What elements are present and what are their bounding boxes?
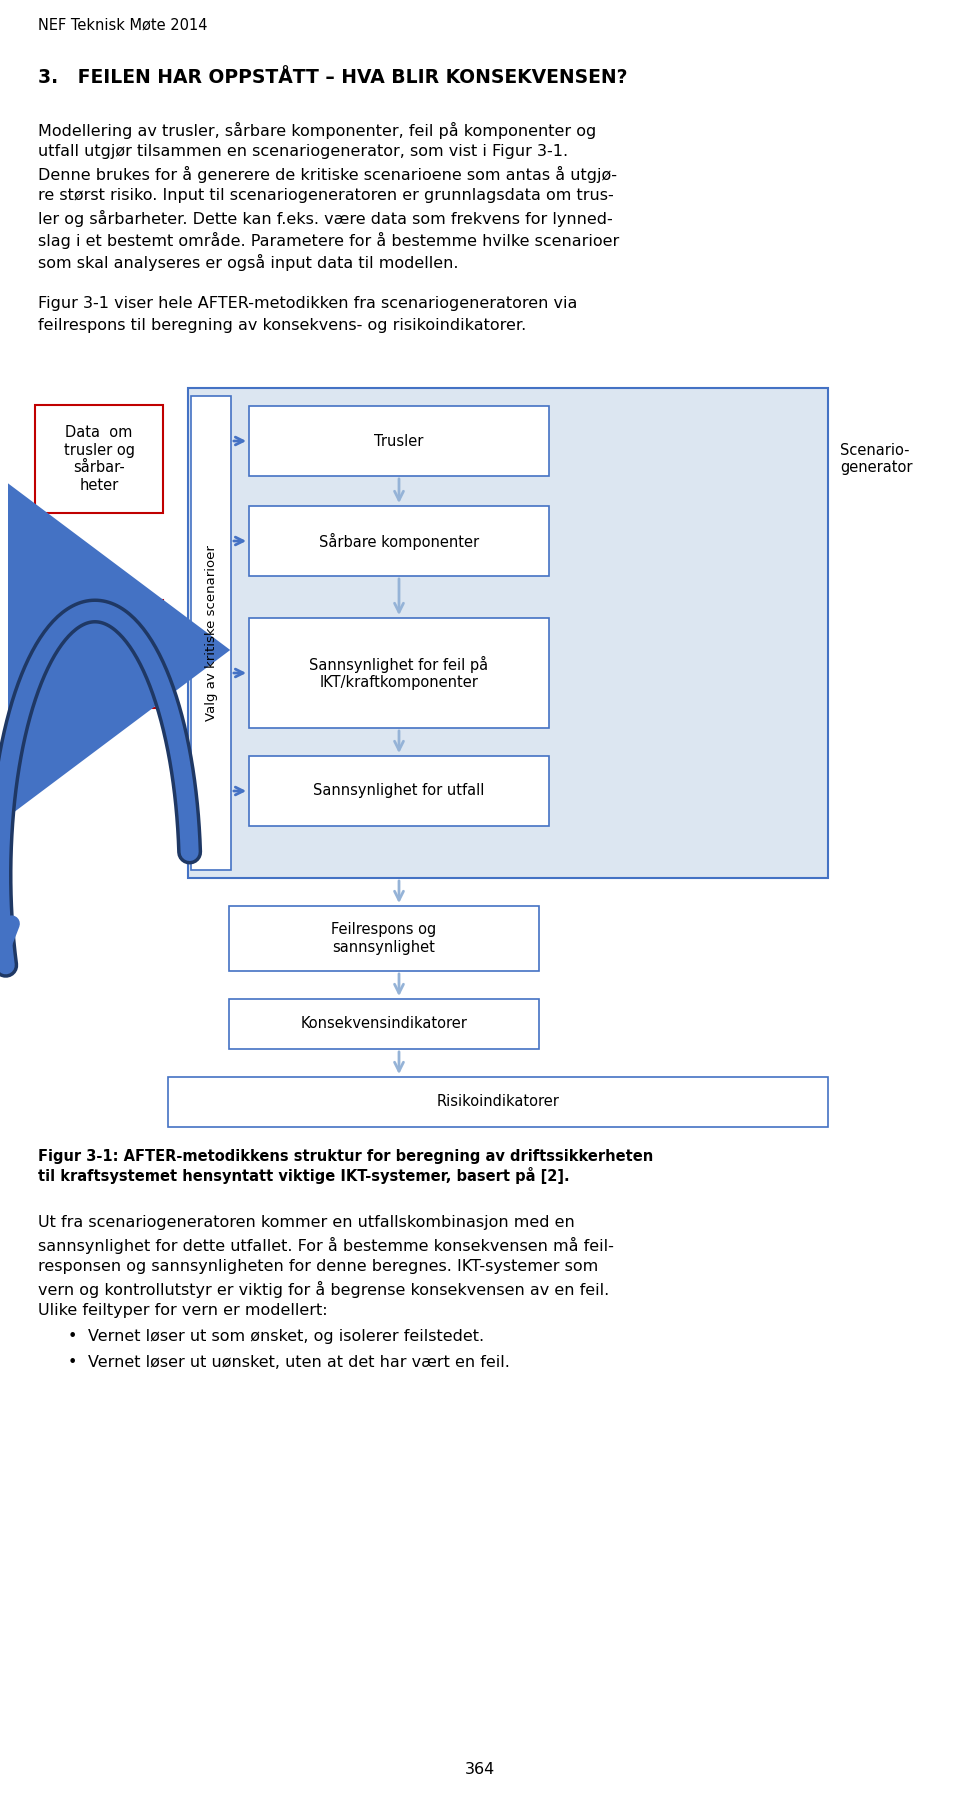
Text: Ulike feiltyper for vern er modellert:: Ulike feiltyper for vern er modellert: — [38, 1304, 327, 1318]
Text: sannsynlighet for dette utfallet. For å bestemme konsekvensen må feil-: sannsynlighet for dette utfallet. For å … — [38, 1237, 613, 1253]
Text: 3.   FEILEN HAR OPPSTÅTT – HVA BLIR KONSEKVENSEN?: 3. FEILEN HAR OPPSTÅTT – HVA BLIR KONSEK… — [38, 68, 628, 86]
Text: re størst risiko. Input til scenariogeneratoren er grunnlagsdata om trus-: re størst risiko. Input til scenariogene… — [38, 189, 613, 203]
FancyBboxPatch shape — [229, 1000, 539, 1048]
Text: ler og sårbarheter. Dette kan f.eks. være data som frekvens for lynned-: ler og sårbarheter. Dette kan f.eks. vær… — [38, 210, 612, 227]
FancyBboxPatch shape — [188, 388, 828, 877]
FancyBboxPatch shape — [249, 619, 549, 728]
Text: Para-
metere for
valg av
scenarioer: Para- metere for valg av scenarioer — [60, 620, 137, 687]
FancyBboxPatch shape — [35, 405, 163, 512]
Text: Figur 3-1 viser hele AFTER-metodikken fra scenariogeneratoren via: Figur 3-1 viser hele AFTER-metodikken fr… — [38, 297, 577, 311]
Text: Sannsynlighet for utfall: Sannsynlighet for utfall — [313, 784, 485, 798]
Text: Ut fra scenariogeneratoren kommer en utfallskombinasjon med en: Ut fra scenariogeneratoren kommer en utf… — [38, 1215, 575, 1230]
Text: •: • — [68, 1356, 78, 1370]
Text: Trusler: Trusler — [374, 433, 423, 448]
Text: Risikoindikatorer: Risikoindikatorer — [437, 1095, 560, 1109]
FancyBboxPatch shape — [249, 406, 549, 476]
Text: Feilrespons og
sannsynlighet: Feilrespons og sannsynlighet — [331, 922, 437, 955]
Text: Vernet løser ut som ønsket, og isolerer feilstedet.: Vernet løser ut som ønsket, og isolerer … — [88, 1329, 484, 1343]
Text: NEF Teknisk Møte 2014: NEF Teknisk Møte 2014 — [38, 18, 207, 32]
Text: vern og kontrollutstyr er viktig for å begrense konsekvensen av en feil.: vern og kontrollutstyr er viktig for å b… — [38, 1280, 610, 1298]
FancyBboxPatch shape — [35, 601, 163, 708]
FancyBboxPatch shape — [249, 505, 549, 575]
Text: •: • — [68, 1329, 78, 1343]
Text: Data  om
trusler og
sårbar-
heter: Data om trusler og sårbar- heter — [63, 426, 134, 493]
Text: som skal analyseres er også input data til modellen.: som skal analyseres er også input data t… — [38, 254, 459, 271]
Text: feilrespons til beregning av konsekvens- og risikoindikatorer.: feilrespons til beregning av konsekvens-… — [38, 318, 526, 333]
Text: slag i et bestemt område. Parametere for å bestemme hvilke scenarioer: slag i et bestemt område. Parametere for… — [38, 232, 619, 248]
FancyBboxPatch shape — [249, 755, 549, 825]
Text: Denne brukes for å generere de kritiske scenarioene som antas å utgjø-: Denne brukes for å generere de kritiske … — [38, 165, 617, 183]
Text: 364: 364 — [465, 1762, 495, 1776]
Text: responsen og sannsynligheten for denne beregnes. IKT-systemer som: responsen og sannsynligheten for denne b… — [38, 1259, 598, 1275]
Text: Vernet løser ut uønsket, uten at det har vært en feil.: Vernet løser ut uønsket, uten at det har… — [88, 1356, 510, 1370]
FancyBboxPatch shape — [191, 396, 231, 870]
FancyBboxPatch shape — [168, 1077, 828, 1127]
Text: til kraftsystemet hensyntatt viktige IKT-systemer, basert på [2].: til kraftsystemet hensyntatt viktige IKT… — [38, 1167, 569, 1185]
Text: utfall utgjør tilsammen en scenariogenerator, som vist i Figur 3-1.: utfall utgjør tilsammen en scenariogener… — [38, 144, 568, 158]
Text: Modellering av trusler, sårbare komponenter, feil på komponenter og: Modellering av trusler, sårbare komponen… — [38, 122, 596, 138]
FancyBboxPatch shape — [229, 906, 539, 971]
Text: Valg av kritiske scenarioer: Valg av kritiske scenarioer — [204, 545, 218, 721]
Text: Konsekvensindikatorer: Konsekvensindikatorer — [300, 1016, 468, 1032]
Text: Figur 3-1: AFTER-metodikkens struktur for beregning av driftssikkerheten: Figur 3-1: AFTER-metodikkens struktur fo… — [38, 1149, 653, 1163]
Text: Scenario-
generator: Scenario- generator — [840, 442, 913, 475]
Text: Sannsynlighet for feil på
IKT/kraftkomponenter: Sannsynlighet for feil på IKT/kraftkompo… — [309, 656, 489, 690]
Text: Sårbare komponenter: Sårbare komponenter — [319, 532, 479, 550]
